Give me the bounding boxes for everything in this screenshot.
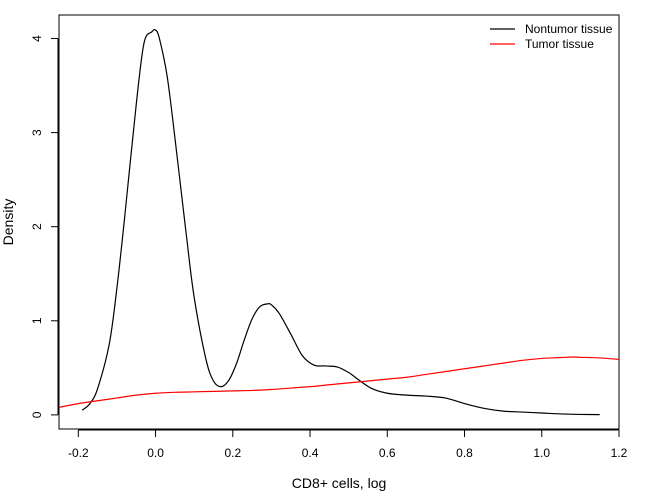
series-line-1 (58, 356, 620, 408)
legend-label-1: Tumor tissue (525, 37, 594, 51)
x-tick-label: 0.8 (456, 446, 473, 460)
x-tick-label: 0.0 (147, 446, 164, 460)
series-line-0 (81, 28, 600, 416)
y-tick-label: 4 (30, 35, 44, 42)
x-axis: -0.2 0.0 0.2 0.4 0.6 0.8 1.0 1.2 (68, 429, 628, 460)
x-axis-label: CD8+ cells, log (292, 475, 387, 491)
x-tick-label: 1.2 (611, 446, 628, 460)
legend-label-0: Nontumor tissue (525, 22, 613, 36)
x-tick-label: -0.2 (68, 446, 89, 460)
y-tick-label: 1 (30, 317, 44, 324)
plot-frame (58, 14, 620, 430)
x-tick-label: 0.2 (224, 446, 241, 460)
x-tick-label: 0.6 (379, 446, 396, 460)
y-axis-label: Density (0, 199, 16, 246)
y-tick-label: 3 (30, 129, 44, 136)
x-tick-label: 1.0 (533, 446, 550, 460)
y-tick-label: 2 (30, 223, 44, 230)
x-tick-label: 0.4 (302, 446, 319, 460)
y-axis: 0 1 2 3 4 (30, 35, 59, 418)
series-layer (58, 28, 620, 416)
y-tick-label: 0 (30, 411, 44, 418)
